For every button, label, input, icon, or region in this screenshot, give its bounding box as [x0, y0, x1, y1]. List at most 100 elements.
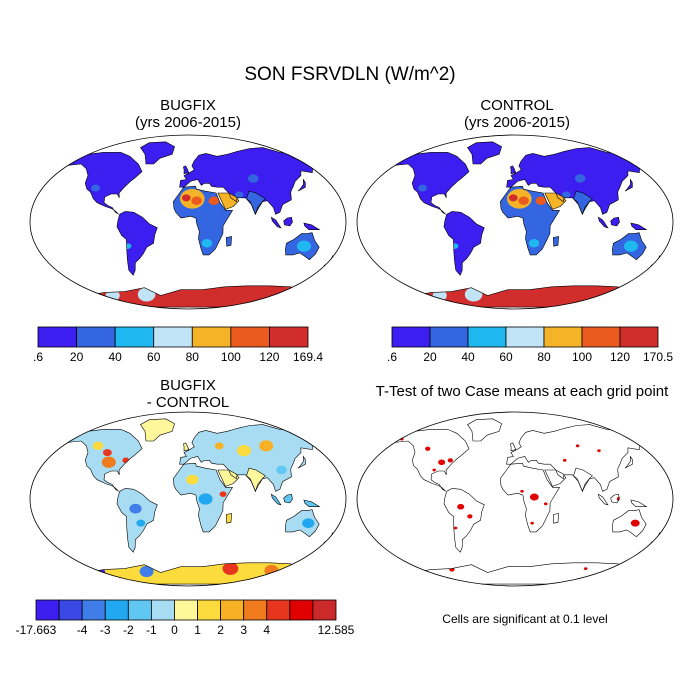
coastline-indonesia-borneo: [610, 493, 620, 504]
data-patch: [583, 567, 588, 571]
land-new-guinea: [630, 223, 647, 230]
coastline-new-guinea: [630, 499, 648, 507]
coastline-north-america: [63, 152, 143, 215]
colorbar-diff: -17.663 -4 -3 -2 -1 0 1 2 3 4 12.585: [16, 599, 355, 637]
data-patch: [520, 489, 524, 493]
colorbar-tick-label: 120: [610, 350, 630, 364]
colorbar-swatch: [191, 326, 232, 348]
data-patch: [102, 449, 112, 457]
land-eurasia: [179, 424, 323, 492]
colorbar-swatch: [197, 599, 222, 621]
land-eurasia: [506, 424, 650, 492]
data-patch: [561, 191, 571, 199]
coastline-north-america: [390, 152, 470, 215]
colorbar-tick-label: 80: [537, 350, 551, 364]
land-india: [246, 468, 266, 492]
land-north-america: [63, 152, 142, 215]
coastline-south-america: [116, 488, 158, 553]
colorbar-swatch: [104, 599, 129, 621]
data-patch: [623, 240, 638, 252]
land-madagascar: [553, 513, 559, 524]
map-control: [356, 134, 674, 310]
data-patch: [597, 449, 601, 453]
colorbar-tick-label: 4: [263, 623, 270, 637]
land-north-america: [390, 429, 469, 492]
map-border: [356, 134, 674, 310]
colorbar-swatch: [220, 599, 245, 621]
panel-title-bugfix: BUGFIX (yrs 2006-2015): [28, 97, 348, 131]
data-patch: [186, 474, 199, 485]
land-south-america: [117, 211, 158, 276]
data-patch: [219, 491, 227, 497]
coastline-sumatra: [270, 493, 282, 506]
colorbar-tick-label: -4: [77, 623, 88, 637]
colorbar-swatch: [37, 326, 77, 348]
colorbar-swatch: [467, 326, 507, 348]
data-patch: [234, 191, 244, 199]
colorbar-swatch: [619, 326, 659, 348]
data-patch: [518, 196, 529, 205]
data-patch: [214, 442, 224, 450]
map-border: [356, 411, 674, 587]
coastline-indonesia-borneo: [283, 216, 293, 227]
data-patch: [620, 565, 625, 569]
colorbar-swatch: [127, 599, 152, 621]
colorbar-swatch: [150, 599, 175, 621]
panel-title-line: CONTROL: [480, 97, 554, 114]
land-africa: [500, 463, 560, 532]
map-diff: [29, 411, 347, 587]
colorbar-swatch: [35, 599, 60, 621]
coastline-greenland: [140, 418, 175, 442]
coastline-south-america: [443, 211, 485, 276]
land-greenland: [467, 141, 502, 164]
data-patch: [91, 184, 100, 192]
colorbar-tick-label: 2: [217, 623, 224, 637]
coastline-greenland: [467, 418, 502, 442]
colorbar-tick-label: 120: [259, 350, 279, 364]
coastline-madagascar: [225, 236, 232, 247]
data-patch: [418, 184, 427, 192]
land-arabia: [544, 470, 566, 487]
colorbar-swatch: [581, 326, 621, 348]
colorbar-tick-label: 40: [461, 350, 475, 364]
colorbar-swatch: [269, 326, 309, 348]
data-patch: [247, 174, 259, 183]
figure-title: SON FSRVDLN (W/m^2): [244, 64, 456, 85]
data-patch: [529, 493, 539, 501]
data-patch: [447, 458, 453, 463]
colorbar-swatch: [174, 599, 198, 621]
coastline-sumatra: [270, 216, 282, 229]
coastline-australia: [612, 509, 647, 538]
land-arabia: [217, 470, 239, 487]
land-sumatra: [598, 494, 608, 505]
panel-title-line: (yrs 2006-2015): [464, 114, 570, 131]
land-greenland: [140, 141, 175, 164]
coastline-japan: [624, 455, 633, 469]
data-patch: [236, 445, 252, 457]
land-madagascar: [226, 236, 232, 247]
data-patch: [432, 468, 436, 472]
data-patch: [302, 518, 315, 529]
coastline-uk: [183, 442, 190, 452]
coastline-uk: [183, 165, 190, 175]
land-new-guinea: [303, 500, 320, 507]
data-patch: [438, 459, 446, 466]
coastline-india: [573, 190, 593, 216]
colorbar-swatch: [81, 599, 106, 621]
coastline-north-america: [390, 429, 470, 492]
coastline-madagascar: [225, 513, 232, 524]
colorbar-tick-label: 0: [171, 623, 178, 637]
data-patch: [276, 465, 287, 475]
land-new-guinea: [630, 500, 647, 507]
coastline-greenland: [467, 141, 502, 165]
data-patch: [575, 444, 580, 448]
data-patch: [181, 194, 191, 202]
panel-title-diff: BUGFIX - CONTROL: [28, 377, 348, 411]
coastline-arabia: [217, 192, 240, 210]
coastline-arabia: [217, 469, 240, 487]
colorbar-tick-label: .6: [33, 350, 43, 364]
coastline-new-guinea: [303, 222, 321, 230]
land-uk: [183, 442, 189, 451]
colorbar-tick-label: -2: [123, 623, 134, 637]
colorbar-swatch: [429, 326, 469, 348]
